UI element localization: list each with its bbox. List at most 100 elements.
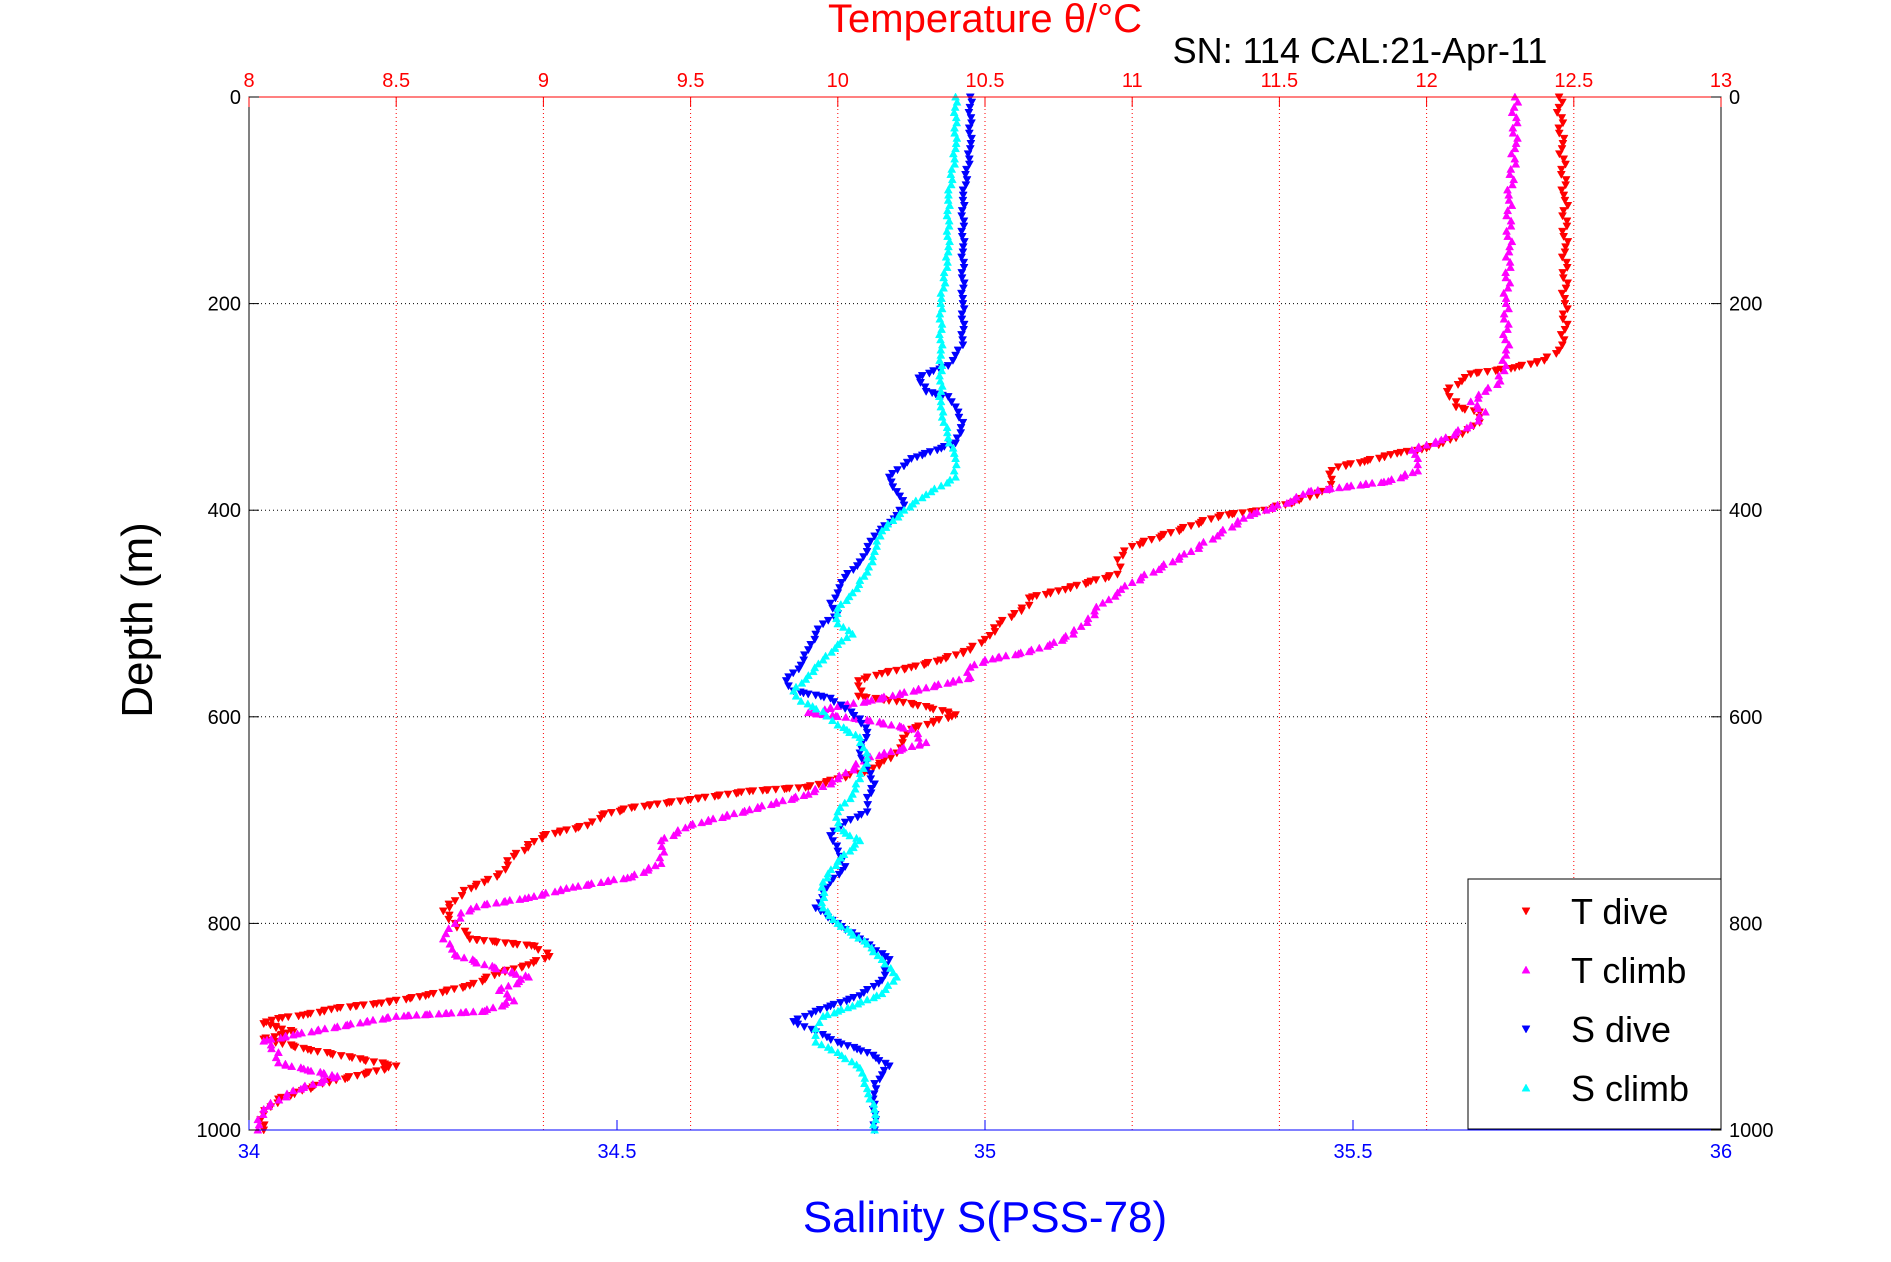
data-point bbox=[956, 424, 966, 433]
data-point bbox=[862, 808, 872, 817]
data-point bbox=[958, 196, 968, 205]
data-point bbox=[833, 807, 843, 816]
series-t-dive bbox=[256, 93, 1573, 1135]
data-point bbox=[870, 780, 880, 789]
data-point bbox=[1552, 109, 1562, 118]
data-point bbox=[969, 660, 979, 669]
data-point bbox=[1506, 221, 1516, 230]
data-point bbox=[1186, 522, 1196, 531]
grid-lines bbox=[249, 97, 1721, 1130]
data-point bbox=[1186, 547, 1196, 555]
data-point bbox=[329, 1073, 339, 1082]
data-point bbox=[829, 1008, 839, 1017]
data-point bbox=[835, 584, 844, 593]
data-point bbox=[511, 969, 521, 978]
data-point bbox=[1539, 356, 1549, 365]
data-point bbox=[1273, 500, 1282, 509]
data-point bbox=[1261, 505, 1271, 514]
left-tick-label: 1000 bbox=[197, 1120, 242, 1142]
data-point bbox=[818, 1011, 828, 1020]
data-point bbox=[1413, 444, 1423, 453]
data-point bbox=[1342, 482, 1351, 491]
data-point bbox=[828, 716, 837, 725]
data-point bbox=[536, 890, 546, 899]
data-point bbox=[472, 902, 482, 911]
data-point bbox=[501, 865, 510, 874]
data-point bbox=[811, 630, 821, 639]
data-point bbox=[478, 977, 487, 986]
data-point bbox=[1501, 361, 1511, 370]
data-point bbox=[480, 878, 489, 887]
data-point bbox=[1474, 416, 1483, 425]
data-point bbox=[954, 675, 964, 684]
data-point bbox=[1127, 577, 1137, 586]
data-point bbox=[1512, 118, 1522, 127]
data-point bbox=[306, 1047, 316, 1055]
data-point bbox=[602, 877, 612, 886]
data-point bbox=[274, 1058, 283, 1067]
data-point bbox=[1563, 279, 1573, 288]
data-point bbox=[1422, 440, 1431, 449]
data-point bbox=[1506, 149, 1516, 158]
data-point bbox=[807, 1010, 816, 1019]
data-point bbox=[468, 1007, 478, 1016]
data-point bbox=[1007, 613, 1017, 622]
data-point bbox=[1304, 487, 1314, 496]
chart-subtitle: SN: 114 CAL:21-Apr-11 bbox=[1173, 30, 1548, 71]
data-point bbox=[500, 939, 510, 948]
data-point bbox=[838, 622, 848, 631]
left-tick-label: 0 bbox=[230, 87, 241, 109]
data-point bbox=[276, 1033, 286, 1042]
data-point bbox=[1505, 169, 1515, 178]
data-point bbox=[856, 687, 866, 696]
data-point bbox=[881, 522, 891, 531]
data-point bbox=[863, 1089, 873, 1098]
data-point bbox=[855, 558, 865, 567]
data-point bbox=[965, 662, 975, 671]
data-point bbox=[306, 1066, 316, 1075]
data-point bbox=[708, 814, 718, 823]
data-point bbox=[745, 805, 754, 814]
top-tick-label: 11.5 bbox=[1261, 70, 1298, 92]
data-point bbox=[512, 979, 522, 988]
data-point bbox=[818, 655, 828, 664]
data-point bbox=[829, 698, 839, 707]
data-point bbox=[892, 972, 902, 981]
data-point bbox=[895, 492, 905, 501]
data-point bbox=[459, 953, 469, 962]
data-point bbox=[826, 779, 836, 788]
data-point bbox=[296, 1084, 306, 1093]
data-point bbox=[859, 553, 868, 562]
data-point bbox=[889, 976, 898, 985]
data-point bbox=[1563, 202, 1573, 210]
data-point bbox=[497, 1001, 507, 1010]
data-point bbox=[1113, 556, 1122, 565]
data-point bbox=[818, 620, 828, 629]
data-point bbox=[791, 691, 801, 700]
data-point bbox=[940, 278, 950, 287]
data-point bbox=[888, 483, 898, 492]
data-point bbox=[596, 878, 606, 886]
data-point bbox=[965, 103, 975, 112]
data-point bbox=[834, 870, 844, 879]
data-point bbox=[290, 1043, 300, 1052]
data-point bbox=[537, 835, 547, 844]
data-point bbox=[957, 331, 966, 340]
data-point bbox=[801, 783, 811, 792]
data-point bbox=[813, 625, 823, 634]
data-point bbox=[568, 882, 578, 891]
data-point bbox=[866, 775, 876, 784]
data-point bbox=[540, 955, 550, 964]
data-point bbox=[561, 883, 571, 892]
legend-marker bbox=[1521, 907, 1531, 916]
data-point bbox=[853, 677, 863, 686]
data-point bbox=[841, 712, 851, 721]
data-point bbox=[1413, 466, 1423, 475]
data-point bbox=[1451, 403, 1461, 412]
data-point bbox=[441, 1009, 451, 1018]
left-tick-label: 800 bbox=[208, 913, 241, 935]
data-point bbox=[460, 927, 470, 936]
data-point bbox=[949, 466, 959, 475]
data-point bbox=[752, 803, 762, 812]
data-point bbox=[459, 886, 469, 895]
